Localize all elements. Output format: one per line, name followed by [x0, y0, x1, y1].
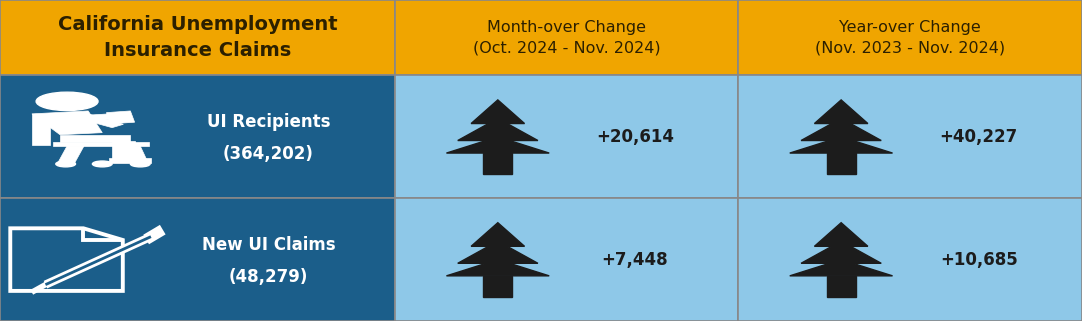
Polygon shape	[109, 158, 151, 163]
Circle shape	[36, 92, 98, 110]
Polygon shape	[53, 142, 148, 146]
Polygon shape	[32, 114, 50, 145]
Polygon shape	[60, 135, 130, 142]
Text: Month-over Change
(Oct. 2024 - Nov. 2024): Month-over Change (Oct. 2024 - Nov. 2024…	[473, 20, 660, 56]
FancyBboxPatch shape	[0, 198, 395, 321]
FancyBboxPatch shape	[0, 75, 395, 198]
Polygon shape	[458, 118, 538, 141]
Polygon shape	[815, 223, 868, 246]
Polygon shape	[458, 241, 538, 263]
Text: +20,614: +20,614	[596, 128, 674, 146]
FancyBboxPatch shape	[395, 75, 738, 198]
FancyBboxPatch shape	[738, 198, 1082, 321]
Polygon shape	[447, 137, 550, 153]
Polygon shape	[484, 276, 512, 297]
Polygon shape	[827, 153, 856, 174]
FancyBboxPatch shape	[0, 0, 395, 75]
Polygon shape	[801, 118, 881, 141]
Polygon shape	[106, 111, 134, 124]
Polygon shape	[471, 100, 525, 124]
Text: (48,279): (48,279)	[229, 268, 308, 286]
Text: +7,448: +7,448	[602, 251, 669, 269]
Polygon shape	[790, 260, 893, 276]
Polygon shape	[32, 111, 102, 135]
Text: (364,202): (364,202)	[223, 145, 314, 163]
Text: New UI Claims: New UI Claims	[201, 236, 335, 254]
Text: Year-over Change
(Nov. 2023 - Nov. 2024): Year-over Change (Nov. 2023 - Nov. 2024)	[815, 20, 1005, 56]
Circle shape	[56, 161, 76, 167]
Polygon shape	[827, 276, 856, 297]
Text: UI Recipients: UI Recipients	[207, 113, 330, 131]
Text: +10,685: +10,685	[940, 251, 1018, 269]
Polygon shape	[484, 153, 512, 174]
FancyBboxPatch shape	[395, 198, 738, 321]
FancyBboxPatch shape	[395, 0, 738, 75]
Polygon shape	[801, 241, 881, 263]
Polygon shape	[815, 100, 868, 124]
Polygon shape	[471, 223, 525, 246]
FancyBboxPatch shape	[738, 75, 1082, 198]
Polygon shape	[790, 137, 893, 153]
FancyBboxPatch shape	[738, 0, 1082, 75]
Circle shape	[92, 161, 113, 167]
Polygon shape	[57, 146, 84, 164]
Text: +40,227: +40,227	[939, 128, 1018, 146]
Circle shape	[130, 161, 150, 167]
Polygon shape	[447, 260, 550, 276]
Text: California Unemployment
Insurance Claims: California Unemployment Insurance Claims	[57, 15, 338, 60]
Polygon shape	[77, 114, 123, 128]
Polygon shape	[113, 141, 134, 160]
Polygon shape	[123, 146, 148, 164]
Polygon shape	[39, 114, 113, 124]
